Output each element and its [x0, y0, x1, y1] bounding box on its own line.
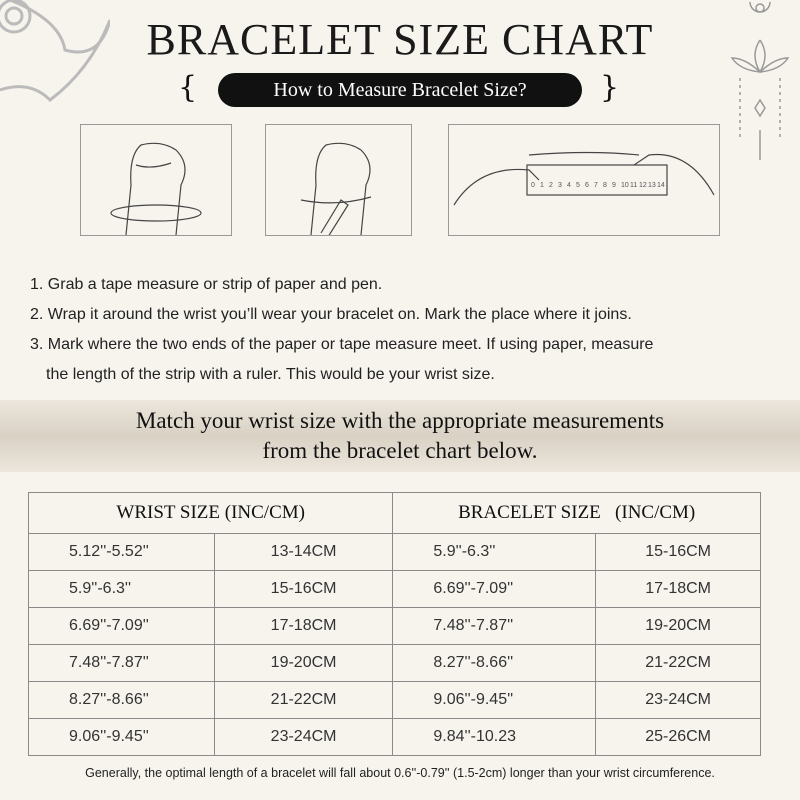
bracelet-size-header: BRACELET SIZE (INC/CM)	[392, 492, 761, 534]
illustration-mark-wrist	[265, 124, 412, 238]
wrist-cm-cell: 15-16CM	[213, 570, 394, 608]
right-flourish-icon: }	[600, 70, 620, 105]
bracelet-cm-cell: 15-16CM	[595, 533, 761, 571]
lotus-corner-decoration-icon	[0, 0, 110, 102]
bracelet-inches-cell: 8.27''-8.66''	[392, 644, 597, 682]
ruler-number: 7	[594, 182, 598, 189]
step-1: 1. Grab a tape measure or strip of paper…	[30, 276, 383, 293]
hand-pen-icon	[300, 142, 372, 238]
ruler-number: 4	[567, 182, 571, 189]
step-3-continued: the length of the strip with a ruler. Th…	[46, 366, 495, 383]
table-row: 9.06''-9.45'' 23-24CM 9.84''-10.23 25-26CM	[28, 718, 761, 756]
banner-band	[0, 400, 800, 472]
ruler-number: 6	[585, 182, 589, 189]
left-flourish-icon: {	[178, 70, 198, 105]
wrist-inches-cell: 5.12''-5.52''	[28, 533, 215, 571]
wrist-inches-cell: 8.27''-8.66''	[28, 681, 215, 719]
table-row: 5.9''-6.3'' 15-16CM 6.69''-7.09'' 17-18CM	[28, 570, 761, 608]
banner-line-2: from the bracelet chart below.	[262, 438, 538, 463]
size-chart-table: WRIST SIZE (INC/CM) BRACELET SIZE (INC/C…	[27, 492, 761, 756]
bracelet-cm-cell: 23-24CM	[595, 681, 761, 719]
wrist-cm-cell: 21-22CM	[213, 681, 394, 719]
ruler-number: 5	[576, 182, 580, 189]
ruler-number: 12	[639, 182, 647, 189]
bracelet-inches-cell: 7.48''-7.87''	[392, 607, 597, 645]
step-3: 3. Mark where the two ends of the paper …	[30, 336, 654, 353]
bracelet-inches-cell: 9.84''-10.23	[392, 718, 597, 756]
bracelet-inches-cell: 5.9''-6.3''	[392, 533, 597, 571]
ruler-number: 2	[549, 182, 553, 189]
ruler-number: 10	[621, 182, 629, 189]
ruler-measure-icon: 0 1 2 3 4 5 6 7 8 9 10 11 12 13 14	[453, 151, 715, 206]
illustration-wrap-wrist	[80, 124, 232, 236]
bracelet-cm-cell: 17-18CM	[595, 570, 761, 608]
wrist-inches-cell: 6.69''-7.09''	[28, 607, 215, 645]
page-title: BRACELET SIZE CHART	[146, 15, 654, 64]
step-2: 2. Wrap it around the wrist you’ll wear …	[30, 306, 632, 323]
ruler-number: 3	[558, 182, 562, 189]
ruler-number: 14	[657, 182, 665, 189]
bracelet-inches-cell: 6.69''-7.09''	[392, 570, 597, 608]
wrist-inches-cell: 9.06''-9.45''	[28, 718, 215, 756]
wrist-inches-cell: 5.9''-6.3''	[28, 570, 215, 608]
ruler-number: 0	[531, 182, 535, 189]
hanging-lotus-decoration-icon	[730, 1, 790, 160]
table-row: 7.48''-7.87'' 19-20CM 8.27''-8.66'' 21-22CM	[28, 644, 761, 682]
bracelet-cm-cell: 21-22CM	[595, 644, 761, 682]
table-row: 8.27''-8.66'' 21-22CM 9.06''-9.45'' 23-24CM	[28, 681, 761, 719]
illustration-ruler: 0 1 2 3 4 5 6 7 8 9 10 11 12 13 14	[448, 124, 720, 236]
banner-line-1: Match your wrist size with the appropria…	[135, 408, 665, 433]
ruler-number: 9	[612, 182, 616, 189]
ruler-number: 11	[630, 182, 637, 189]
table-row: 6.69''-7.09'' 17-18CM 7.48''-7.87'' 19-20CM	[28, 607, 761, 645]
ruler-number: 13	[648, 182, 656, 189]
wrist-cm-cell: 17-18CM	[213, 607, 394, 645]
ruler-number: 1	[540, 182, 544, 189]
table-header-row: WRIST SIZE (INC/CM) BRACELET SIZE (INC/C…	[27, 492, 761, 534]
table-row: 5.12''-5.52'' 13-14CM 5.9''-6.3'' 15-16CM	[28, 533, 761, 571]
ruler-number: 8	[603, 182, 607, 189]
wrist-cm-cell: 19-20CM	[213, 644, 394, 682]
bracelet-cm-cell: 25-26CM	[595, 718, 761, 756]
subtitle-pill: How to Measure Bracelet Size?	[218, 73, 582, 107]
hand-wrap-icon	[110, 142, 202, 236]
bracelet-cm-cell: 19-20CM	[595, 607, 761, 645]
wrist-cm-cell: 13-14CM	[213, 533, 394, 571]
bracelet-inches-cell: 9.06''-9.45''	[392, 681, 597, 719]
wrist-inches-cell: 7.48''-7.87''	[28, 644, 215, 682]
wrist-cm-cell: 23-24CM	[213, 718, 394, 756]
wrist-size-header: WRIST SIZE (INC/CM)	[27, 492, 394, 534]
footnote: Generally, the optimal length of a brace…	[85, 766, 715, 780]
